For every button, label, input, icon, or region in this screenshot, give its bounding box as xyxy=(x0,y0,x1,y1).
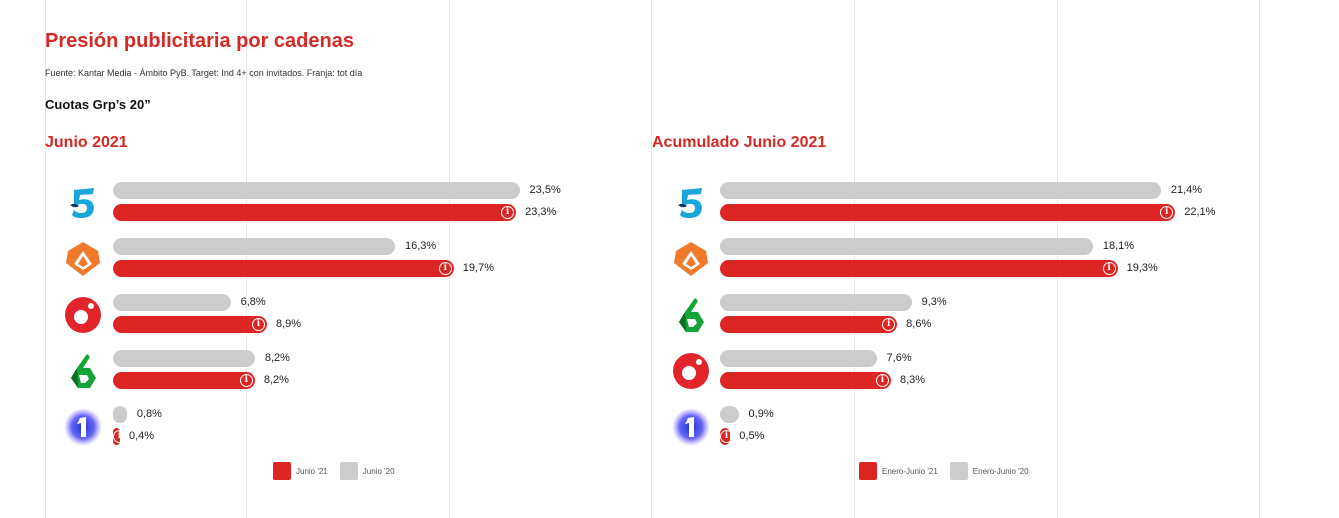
lasexta-logo xyxy=(63,351,103,391)
chart-cumulative: 21,4% i 22,1% 18,1% i 19,3% 9,3% i 8,6% 7,6% i 8,3%… xyxy=(607,0,1307,518)
info-icon[interactable]: i xyxy=(501,205,515,219)
legend-label[interactable]: Junio '20 xyxy=(362,466,395,476)
info-icon[interactable]: i xyxy=(438,261,452,275)
gridline xyxy=(45,0,46,518)
data-label-current: 23,3% xyxy=(525,206,557,218)
gridline xyxy=(1259,0,1260,518)
bar-previous xyxy=(720,182,1161,199)
info-icon[interactable]: i xyxy=(720,429,733,443)
legend-label[interactable]: Enero-Junio '20 xyxy=(972,466,1029,476)
legend-label[interactable]: Enero-Junio '21 xyxy=(882,466,938,476)
bar-previous xyxy=(720,406,739,423)
data-label-current: 8,2% xyxy=(263,374,289,386)
data-label-previous: 18,1% xyxy=(1102,240,1135,252)
gridline xyxy=(449,0,450,518)
data-label-current: 8,3% xyxy=(899,374,926,386)
cuatro-logo xyxy=(63,295,103,335)
data-label-current: 22,1% xyxy=(1184,206,1216,218)
bar-current xyxy=(113,316,267,333)
la1-logo xyxy=(671,407,711,447)
page-title: Presión publicitaria por cadenas xyxy=(45,30,354,52)
data-label-current: 8,6% xyxy=(906,318,932,330)
antena3-logo xyxy=(671,239,711,279)
bar-current xyxy=(113,204,517,221)
chart-legend: Enero-Junio '21 Enero-Junio '20 xyxy=(859,461,1041,481)
info-icon[interactable]: i xyxy=(875,373,889,387)
data-label-previous: 23,5% xyxy=(529,184,561,196)
data-label-current: 19,7% xyxy=(462,262,494,274)
bar-current xyxy=(720,204,1176,221)
bar-previous xyxy=(113,238,395,255)
data-label-previous: 9,3% xyxy=(921,296,947,308)
data-label-previous: 6,8% xyxy=(240,296,266,308)
bar-previous xyxy=(113,182,520,199)
data-label-previous: 8,2% xyxy=(264,352,290,364)
cuatro-logo xyxy=(671,351,711,391)
data-label-previous: 16,3% xyxy=(404,240,437,252)
source-note: Fuente: Kantar Media - Ámbito PyB. Targe… xyxy=(45,68,363,78)
chart-title-cumulative: Acumulado Junio 2021 xyxy=(652,134,827,151)
legend-swatch-current[interactable] xyxy=(859,462,877,480)
info-icon[interactable]: i xyxy=(251,317,265,331)
gridline xyxy=(1057,0,1058,518)
legend-swatch-previous[interactable] xyxy=(339,462,358,480)
legend-label[interactable]: Junio '21 xyxy=(296,466,328,476)
info-icon[interactable]: i xyxy=(113,429,126,443)
data-label-previous: 0,9% xyxy=(748,408,774,420)
bar-current xyxy=(720,260,1118,277)
chart-monthly: 23,5% i 23,3% 16,3% i 19,7% 6,8% i 8,9% 8,2% i 8,2%… xyxy=(0,0,651,518)
lasexta-logo xyxy=(671,295,711,335)
bar-current xyxy=(720,316,898,333)
bar-previous xyxy=(720,294,912,311)
antena3-logo xyxy=(63,239,103,279)
data-label-current: 19,3% xyxy=(1126,262,1158,274)
bar-previous xyxy=(113,350,255,367)
bar-previous xyxy=(720,350,877,367)
data-label-current: 0,4% xyxy=(129,430,155,442)
bar-previous xyxy=(720,238,1093,255)
data-label-previous: 21,4% xyxy=(1170,184,1203,196)
data-label-current: 0,5% xyxy=(739,430,765,442)
info-icon[interactable]: i xyxy=(1160,205,1174,219)
bar-current xyxy=(113,260,454,277)
data-label-current: 8,9% xyxy=(275,318,302,330)
chart-legend: Junio '21 Junio '20 xyxy=(273,461,407,481)
bar-previous xyxy=(113,294,231,311)
telecinco-logo xyxy=(671,183,711,223)
info-icon[interactable]: i xyxy=(882,317,896,331)
gridline xyxy=(651,0,652,518)
bar-current xyxy=(113,372,255,389)
gridline xyxy=(854,0,855,518)
bar-previous xyxy=(113,406,127,423)
gridline xyxy=(246,0,247,518)
metric-label: Cuotas Grp’s 20” xyxy=(45,97,151,112)
data-label-previous: 0,8% xyxy=(136,408,162,420)
chart-title-monthly: Junio 2021 xyxy=(45,134,128,151)
la1-logo xyxy=(63,407,103,447)
bar-current xyxy=(720,372,891,389)
legend-swatch-current[interactable] xyxy=(273,462,291,480)
info-icon[interactable]: i xyxy=(239,373,253,387)
legend-swatch-previous[interactable] xyxy=(949,462,968,480)
data-label-previous: 7,6% xyxy=(886,352,912,364)
telecinco-logo xyxy=(63,183,103,223)
info-icon[interactable]: i xyxy=(1102,261,1116,275)
